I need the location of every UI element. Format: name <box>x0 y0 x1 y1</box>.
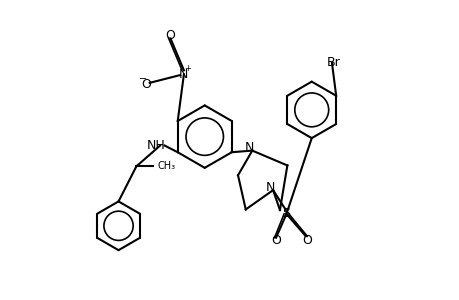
Text: CH₃: CH₃ <box>157 161 175 171</box>
Text: N: N <box>245 140 254 154</box>
Text: N: N <box>179 68 188 81</box>
Text: N: N <box>265 181 275 194</box>
Text: −: − <box>139 74 147 84</box>
Text: NH: NH <box>146 139 165 152</box>
Text: O: O <box>302 234 312 247</box>
Text: S: S <box>281 206 289 220</box>
Text: O: O <box>270 234 280 247</box>
Text: Br: Br <box>326 56 340 69</box>
Text: +: + <box>184 64 191 73</box>
Text: O: O <box>141 78 151 91</box>
Text: O: O <box>165 29 175 42</box>
